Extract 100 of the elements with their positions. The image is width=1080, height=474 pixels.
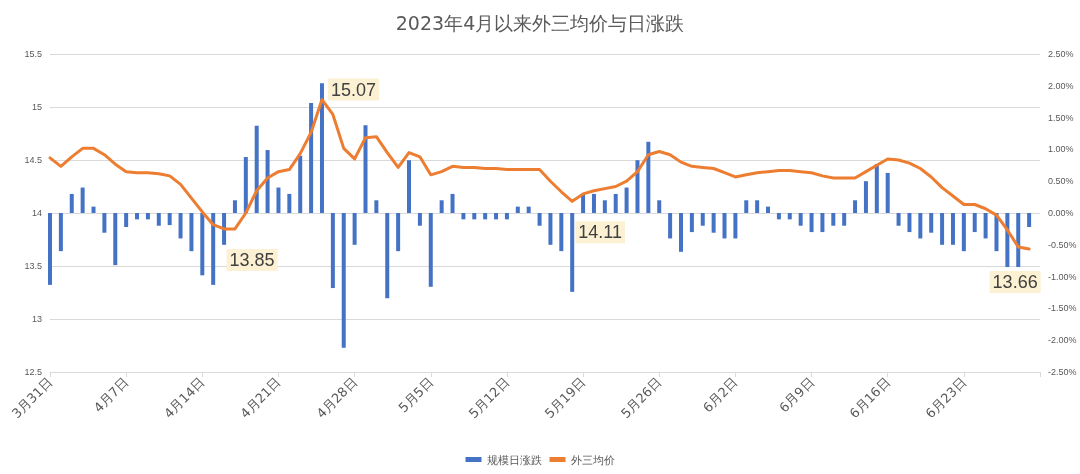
bar — [515, 206, 520, 213]
bar — [265, 150, 270, 213]
bar — [657, 200, 662, 213]
bar — [211, 213, 216, 285]
bar — [58, 213, 63, 252]
bar — [200, 213, 205, 276]
bar — [113, 213, 118, 266]
bar — [678, 213, 683, 252]
data-label: 15.07 — [330, 79, 377, 100]
bar — [1005, 213, 1010, 268]
bar — [798, 213, 803, 226]
y-tick-label: 15 — [31, 102, 42, 112]
bar — [363, 125, 368, 213]
bar — [896, 213, 901, 226]
bar — [352, 213, 357, 245]
bar — [276, 187, 281, 213]
bar — [668, 213, 673, 239]
x-tick-label: 6月16日 — [846, 374, 893, 422]
bar — [624, 187, 629, 213]
y2-tick-label: 0.00% — [1048, 208, 1074, 218]
bar — [613, 193, 618, 213]
bar — [1027, 213, 1032, 227]
bar — [374, 200, 379, 213]
bar — [330, 213, 335, 289]
y2-tick-label: -2.00% — [1048, 335, 1077, 346]
bar — [385, 213, 390, 299]
bar — [929, 213, 934, 233]
x-tick-label: 5月5日 — [395, 374, 437, 416]
bar — [494, 213, 499, 220]
x-tick-label: 4月14日 — [161, 374, 208, 422]
bar — [537, 213, 542, 226]
y2-tick-label: 2.00% — [1048, 80, 1074, 91]
bar — [167, 213, 172, 226]
y2-tick-label: -1.50% — [1048, 303, 1077, 314]
data-label: 13.85 — [229, 249, 275, 270]
bar — [407, 160, 412, 213]
bar — [135, 213, 140, 220]
bar — [863, 181, 868, 213]
x-tick-label: 4月28日 — [313, 374, 360, 422]
x-tick-label: 3月31日 — [8, 374, 56, 422]
bar — [918, 213, 923, 239]
bar — [69, 193, 74, 213]
bar — [983, 213, 988, 239]
bar — [689, 213, 694, 233]
bar — [396, 213, 401, 252]
bar — [298, 155, 303, 213]
x-tick-label: 4月7日 — [90, 374, 132, 416]
chart-title: 2023年4月以来外三均价与日涨跌 — [395, 11, 685, 34]
bar — [439, 200, 444, 213]
y-tick-label: 13 — [31, 314, 42, 324]
bar — [646, 141, 651, 213]
bar — [766, 206, 771, 213]
bar — [287, 193, 292, 213]
x-tick-label: 5月19日 — [541, 374, 589, 422]
y2-tick-label: 0.50% — [1048, 176, 1074, 187]
bar — [820, 213, 825, 233]
line-series — [48, 98, 1031, 251]
bar — [309, 102, 314, 213]
y-tick-label: 14.5 — [24, 155, 42, 165]
bar — [559, 213, 564, 252]
bar — [842, 213, 847, 226]
x-tick-label: 5月26日 — [618, 374, 665, 422]
legend-label: 规模日涨跌 — [486, 453, 542, 466]
bar — [91, 206, 96, 213]
bar — [48, 213, 52, 285]
x-tick-label: 6月2日 — [700, 374, 741, 416]
bar — [602, 200, 607, 213]
bar — [504, 213, 509, 220]
bar — [428, 213, 433, 287]
y2-tick-label: -2.50% — [1048, 367, 1077, 377]
y-tick-label: 12.5 — [24, 367, 42, 377]
bar — [232, 200, 237, 213]
bar — [722, 213, 727, 239]
bar — [461, 213, 466, 220]
legend-label: 外三均价 — [570, 453, 615, 466]
bar — [940, 213, 945, 245]
bar — [755, 200, 760, 213]
data-label: 13.66 — [992, 272, 1038, 293]
x-tick-label: 5月12日 — [465, 374, 513, 422]
bar — [341, 213, 346, 348]
bar — [711, 213, 716, 233]
bar — [178, 213, 183, 239]
bar — [222, 213, 227, 245]
bar — [831, 213, 836, 226]
bar — [787, 213, 792, 220]
bar — [776, 213, 781, 220]
bar — [124, 213, 129, 227]
bar — [570, 213, 575, 292]
bar — [450, 193, 455, 213]
bar — [972, 213, 977, 233]
bar — [145, 213, 150, 220]
data-label: 14.11 — [578, 222, 623, 243]
bar — [156, 213, 161, 226]
bar — [472, 213, 477, 220]
bar — [733, 213, 738, 239]
bar — [853, 200, 858, 213]
bar — [483, 213, 488, 220]
bar — [950, 213, 955, 245]
bar — [885, 172, 890, 213]
bar — [526, 206, 531, 213]
